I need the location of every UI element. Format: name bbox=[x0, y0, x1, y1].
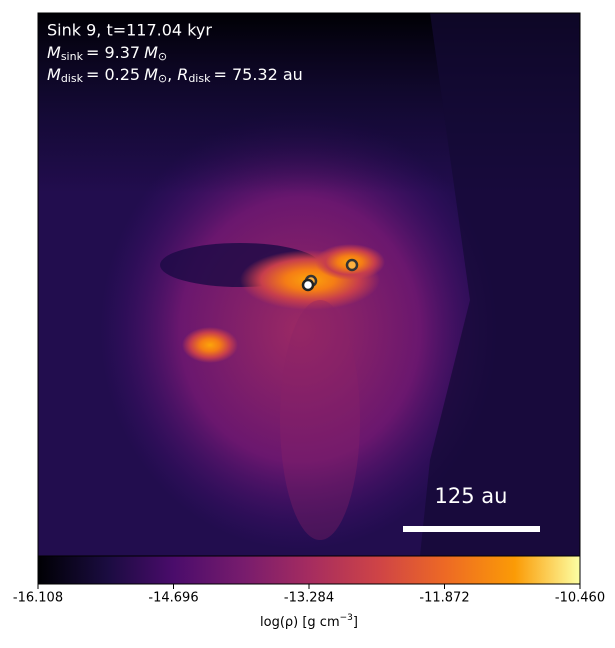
annotation: Mdisk = 0.25 M⊙, Rdisk = 75.32 au bbox=[47, 65, 303, 86]
sink-marker bbox=[301, 278, 315, 292]
annotation: Sink 9, t=117.04 kyr bbox=[47, 21, 212, 40]
tick-label: -11.872 bbox=[419, 591, 469, 606]
tick-label: -14.696 bbox=[148, 591, 198, 606]
colorbar bbox=[37, 555, 581, 585]
tick-label: -16.108 bbox=[13, 591, 63, 606]
scale-bar bbox=[403, 526, 540, 532]
colorbar-label: log(ρ) [g cm−3] bbox=[260, 613, 358, 630]
sink-marker bbox=[345, 258, 359, 272]
annotation: Msink = 9.37 M⊙ bbox=[47, 43, 167, 64]
scale-bar-label: 125 au bbox=[435, 484, 508, 508]
tick-label: -13.284 bbox=[284, 591, 334, 606]
tick-label: -10.460 bbox=[555, 591, 605, 606]
